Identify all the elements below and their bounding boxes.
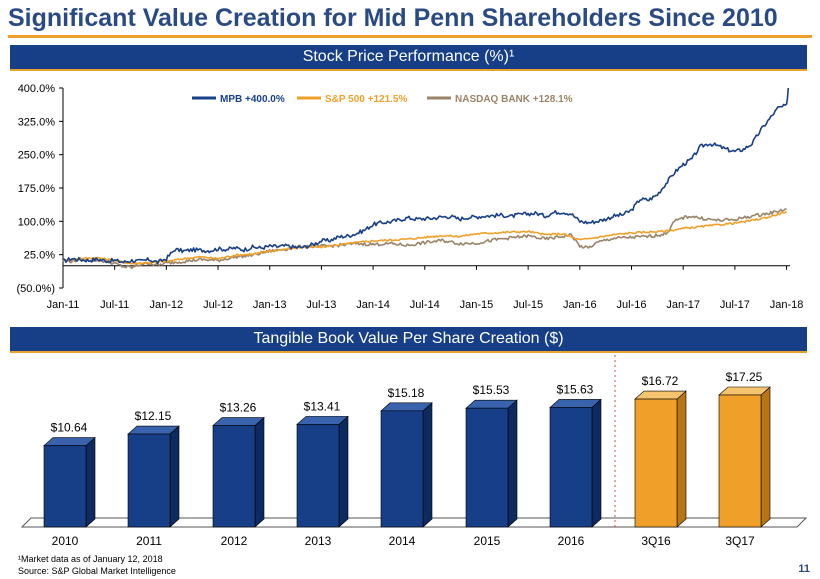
- bar-2014: [380, 410, 424, 528]
- bar-value-label: $15.53: [473, 383, 510, 397]
- y-tick-label: 175.0%: [18, 183, 56, 195]
- title-divider: [8, 35, 812, 38]
- series-line-0: [62, 87, 790, 265]
- x-tick-label: Jan-18: [770, 299, 804, 311]
- x-tick-label: Jul-14: [410, 299, 440, 311]
- bar-category-label: 2010: [52, 534, 79, 548]
- series-line-1: [62, 210, 788, 265]
- x-tick-label: Jul-17: [720, 299, 750, 311]
- y-tick-label: 100.0%: [18, 216, 56, 228]
- bar-category-label: 2013: [305, 534, 332, 548]
- bar-side-2010: [85, 436, 96, 528]
- bar-side-2013: [338, 415, 349, 528]
- bar-side-2011: [169, 425, 180, 528]
- legend-label-1: S&P 500 +121.5%: [325, 94, 407, 105]
- x-tick-label: Jul-12: [203, 299, 233, 311]
- bar-3Q17: [718, 394, 762, 528]
- x-tick-label: Jan-12: [150, 299, 184, 311]
- bar-value-label: $13.26: [220, 401, 257, 415]
- bar-top-3Q16: [634, 390, 687, 400]
- y-tick-label: 325.0%: [18, 116, 56, 128]
- legend-label-0: MPB +400.0%: [220, 94, 285, 105]
- bar-side-2014: [422, 402, 433, 528]
- bar-top-2013: [296, 416, 349, 425]
- bar-value-label: $13.41: [304, 399, 341, 413]
- bar-side-2015: [507, 399, 518, 528]
- y-tick-label: (50.0%): [16, 283, 55, 295]
- bar-3Q16: [634, 398, 678, 528]
- bar-2016: [549, 407, 593, 528]
- bar-value-label: $15.63: [557, 382, 594, 396]
- y-tick-label: 25.0%: [24, 250, 55, 262]
- y-tick-label: 250.0%: [18, 150, 56, 162]
- bar-category-label: 2011: [136, 534, 162, 548]
- bar-top-2015: [465, 399, 518, 409]
- bar-2011: [127, 433, 171, 528]
- bar-category-label: 2014: [389, 534, 416, 548]
- x-tick-label: Jul-13: [306, 299, 336, 311]
- legend-label-2: NASDAQ BANK +128.1%: [455, 94, 573, 105]
- x-tick-label: Jan-15: [460, 299, 494, 311]
- x-tick-label: Jan-13: [253, 299, 287, 311]
- bar-category-label: 3Q16: [641, 534, 671, 548]
- bar-category-label: 2015: [474, 534, 501, 548]
- y-tick-label: 400.0%: [18, 83, 56, 95]
- page-title: Significant Value Creation for Mid Penn …: [8, 4, 778, 32]
- x-tick-label: Jan-17: [666, 299, 700, 311]
- x-tick-label: Jul-15: [513, 299, 543, 311]
- bar-value-label: $16.72: [642, 374, 679, 388]
- bar-value-label: $10.64: [51, 421, 88, 435]
- stock-chart-banner: Stock Price Performance (%)¹: [10, 45, 807, 71]
- bar-value-label: $12.15: [135, 409, 172, 423]
- bar-category-label: 2012: [221, 534, 248, 548]
- bar-top-2010: [43, 437, 96, 446]
- bar-2013: [296, 424, 340, 528]
- bar-top-2012: [212, 417, 265, 426]
- x-tick-label: Jul-16: [617, 299, 647, 311]
- bar-top-3Q17: [718, 386, 771, 396]
- page-number: 11: [798, 563, 810, 575]
- bar-2010: [43, 445, 87, 528]
- bar-top-2011: [127, 425, 180, 435]
- bar-side-3Q17: [760, 386, 771, 528]
- bar-side-3Q16: [676, 390, 687, 528]
- bar-category-label: 3Q17: [725, 534, 755, 548]
- bar-value-label: $17.25: [726, 370, 763, 384]
- footnote-market-data: ¹Market data as of January 12, 2018: [18, 554, 163, 564]
- bar-top-2016: [549, 399, 602, 408]
- bar-side-2012: [254, 416, 265, 528]
- tbv-chart-banner: Tangible Book Value Per Share Creation (…: [10, 327, 807, 353]
- x-tick-label: Jul-11: [100, 299, 129, 311]
- bar-2012: [212, 425, 256, 528]
- series-line-2: [62, 208, 787, 270]
- x-tick-label: Jan-14: [356, 299, 390, 311]
- bar-value-label: $15.18: [388, 386, 425, 400]
- x-tick-label: Jan-16: [563, 299, 597, 311]
- bar-category-label: 2016: [558, 534, 585, 548]
- x-tick-label: Jan-11: [47, 299, 80, 311]
- footnote-source: Source: S&P Global Market Intelligence: [18, 566, 176, 576]
- bar-2015: [465, 407, 509, 528]
- bar-side-2016: [591, 398, 602, 528]
- bar-top-2014: [380, 402, 433, 412]
